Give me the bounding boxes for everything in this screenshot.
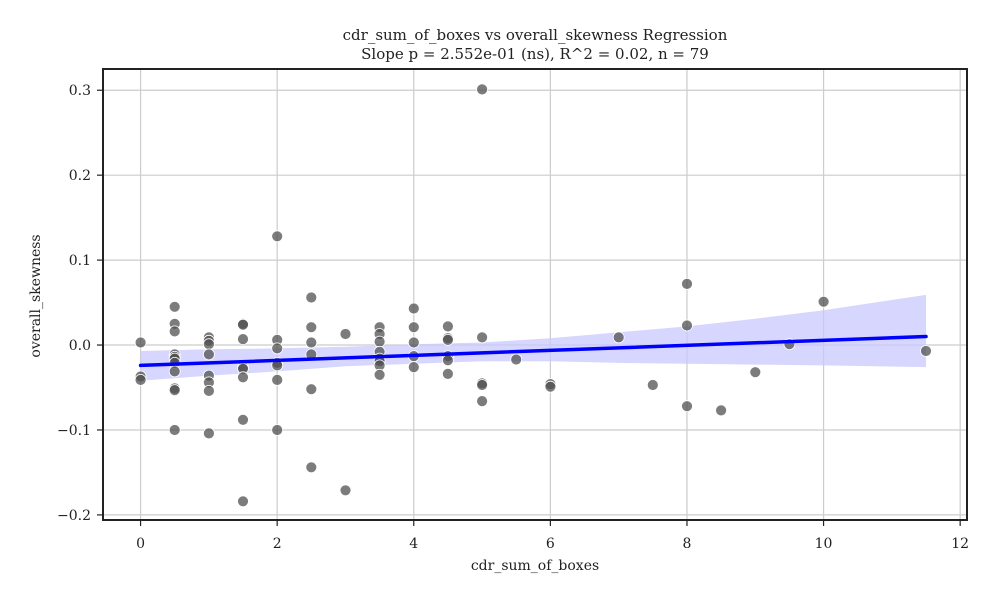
y-tick-label: −0.2	[57, 508, 91, 524]
data-point	[441, 367, 454, 380]
data-point	[237, 333, 249, 346]
data-point	[271, 230, 284, 243]
data-points	[134, 83, 932, 508]
data-point	[237, 413, 249, 426]
data-point	[168, 300, 181, 313]
data-point	[920, 345, 932, 357]
data-point	[134, 336, 147, 349]
data-point	[612, 331, 625, 344]
x-tick-label: 4	[409, 536, 418, 552]
data-point	[407, 321, 420, 334]
y-tick-label: 0.2	[69, 168, 91, 184]
data-point	[202, 427, 215, 440]
y-axis-label: overall_skewness	[28, 234, 44, 357]
data-point	[681, 319, 693, 332]
plot-frame	[102, 68, 968, 521]
y-tick-label: 0.0	[69, 338, 91, 354]
data-point	[441, 354, 454, 367]
regression-line-layer	[138, 334, 928, 368]
x-tick-label: 2	[273, 536, 282, 552]
data-point	[134, 373, 147, 386]
data-point	[373, 368, 386, 381]
data-point	[202, 348, 215, 361]
regression-line	[138, 334, 928, 368]
x-tick-label: 12	[951, 536, 969, 552]
data-point	[168, 384, 181, 397]
data-point	[237, 318, 249, 331]
data-point	[339, 328, 352, 340]
data-point	[202, 384, 215, 397]
data-point	[715, 404, 727, 417]
x-tick-label: 6	[546, 536, 555, 552]
data-point	[202, 338, 215, 351]
data-point	[476, 331, 489, 344]
x-tick-label: 8	[683, 536, 692, 552]
data-point	[441, 320, 454, 333]
grid-lines	[103, 69, 967, 520]
data-point	[168, 325, 181, 338]
data-point	[237, 495, 249, 508]
chart-subtitle: Slope p = 2.552e-01 (ns), R^2 = 0.02, n …	[361, 45, 709, 63]
data-point	[373, 335, 386, 348]
data-point	[476, 395, 489, 408]
data-point	[544, 380, 557, 393]
data-point	[510, 353, 523, 366]
data-point	[168, 424, 181, 436]
y-tick-label: 0.1	[69, 253, 91, 269]
data-point	[305, 461, 318, 474]
data-point	[681, 400, 693, 413]
data-point	[271, 424, 284, 436]
data-point	[476, 379, 489, 391]
data-point	[749, 366, 762, 379]
data-point	[168, 365, 181, 378]
confidence-band	[140, 294, 927, 381]
data-point	[271, 373, 284, 386]
data-point	[441, 333, 454, 346]
data-point	[237, 371, 249, 384]
data-point	[305, 336, 318, 349]
axis-ticks: 0 2 4 6 8 10 12 −0.2 −0.1 0.0 0.1 0.2 0.3	[57, 83, 969, 552]
confidence-band-layer	[140, 294, 927, 381]
data-point	[339, 484, 352, 497]
y-tick-label: −0.1	[57, 423, 91, 439]
x-tick-label: 10	[815, 536, 833, 552]
data-point	[305, 321, 318, 334]
data-point	[407, 336, 420, 349]
data-point	[646, 379, 659, 391]
data-point	[407, 361, 420, 374]
y-tick-label: 0.3	[69, 83, 91, 99]
chart-title: cdr_sum_of_boxes vs overall_skewness Reg…	[343, 26, 728, 44]
x-axis-label: cdr_sum_of_boxes	[471, 558, 599, 574]
data-point	[681, 277, 693, 290]
data-point	[271, 342, 284, 355]
data-point	[305, 291, 318, 304]
data-point	[305, 383, 318, 396]
data-point	[817, 295, 830, 308]
data-point	[476, 83, 489, 96]
data-point	[407, 302, 420, 315]
x-tick-label: 0	[136, 536, 145, 552]
